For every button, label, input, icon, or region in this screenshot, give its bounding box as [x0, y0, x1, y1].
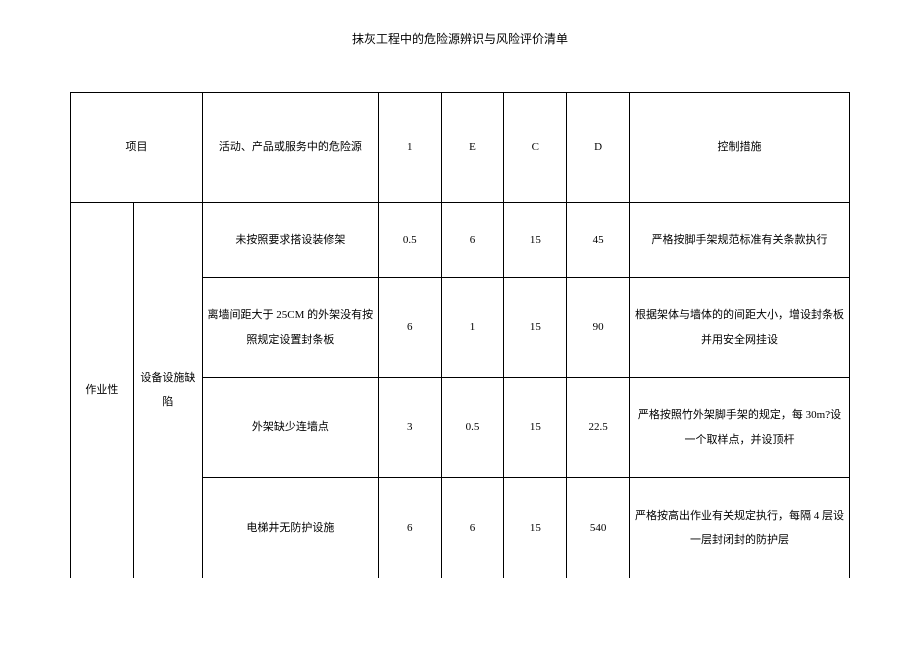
hazard-cell: 未按照要求搭设装修架 [202, 203, 378, 278]
value-cell: 6 [441, 203, 504, 278]
hazard-cell: 外架缺少连墙点 [202, 378, 378, 478]
header-project: 项目 [71, 93, 203, 203]
value-cell: 3 [378, 378, 441, 478]
category2-cell: 设备设施缺陷 [133, 203, 202, 578]
header-colE: E [441, 93, 504, 203]
value-cell: 0.5 [378, 203, 441, 278]
value-cell: 6 [378, 478, 441, 578]
value-cell: 15 [504, 203, 567, 278]
control-cell: 严格按高出作业有关规定执行，每隔 4 层设一层封闭封的防护层 [630, 478, 850, 578]
header-col1: 1 [378, 93, 441, 203]
value-cell: 6 [441, 478, 504, 578]
hazard-cell: 离墙间距大于 25CM 的外架没有按照规定设置封条板 [202, 278, 378, 378]
header-colD: D [567, 93, 630, 203]
control-cell: 严格按照竹外架脚手架的规定，每 30m?设一个取样点，并设顶杆 [630, 378, 850, 478]
value-cell: 90 [567, 278, 630, 378]
value-cell: 15 [504, 278, 567, 378]
category1-cell: 作业性 [71, 203, 134, 578]
value-cell: 15 [504, 478, 567, 578]
table-header-row: 项目 活动、产品或服务中的危险源 1 E C D 控制措施 [71, 93, 850, 203]
control-cell: 根据架体与墙体的的间距大小，增设封条板并用安全网挂设 [630, 278, 850, 378]
control-cell: 严格按脚手架规范标准有关条款执行 [630, 203, 850, 278]
value-cell: 45 [567, 203, 630, 278]
risk-table: 项目 活动、产品或服务中的危险源 1 E C D 控制措施 作业性 设备设施缺陷… [70, 92, 850, 578]
value-cell: 6 [378, 278, 441, 378]
page-title: 抹灰工程中的危险源辨识与风险评价清单 [70, 30, 850, 47]
value-cell: 0.5 [441, 378, 504, 478]
header-hazard: 活动、产品或服务中的危险源 [202, 93, 378, 203]
value-cell: 15 [504, 378, 567, 478]
header-control: 控制措施 [630, 93, 850, 203]
value-cell: 22.5 [567, 378, 630, 478]
value-cell: 540 [567, 478, 630, 578]
hazard-cell: 电梯井无防护设施 [202, 478, 378, 578]
header-colC: C [504, 93, 567, 203]
table-row: 作业性 设备设施缺陷 未按照要求搭设装修架 0.5 6 15 45 严格按脚手架… [71, 203, 850, 278]
value-cell: 1 [441, 278, 504, 378]
